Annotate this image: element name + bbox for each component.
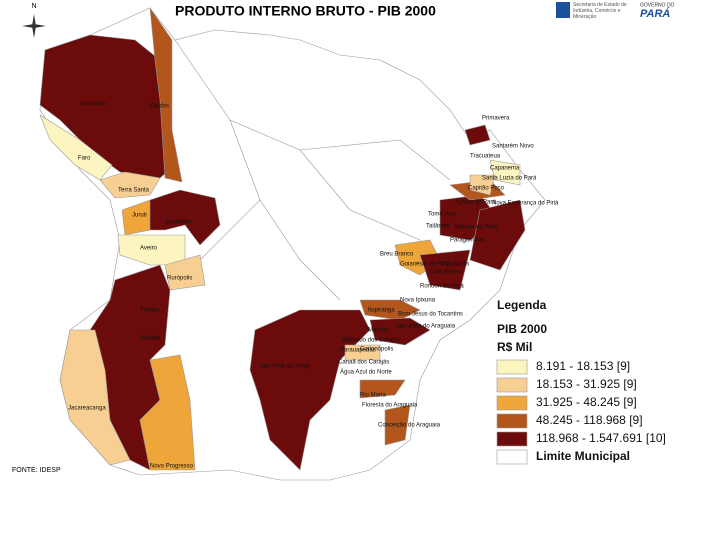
municipality-label: Aveiro bbox=[140, 246, 158, 252]
source: FONTE: IDESP bbox=[12, 467, 61, 474]
legend-label: 118.968 - 1.547.691 [10] bbox=[536, 431, 666, 445]
logo-brand-top: GOVERNO DO bbox=[640, 2, 675, 8]
legend-swatch bbox=[496, 359, 528, 375]
municipality-label: Nova Esperança do Piriá bbox=[492, 201, 559, 207]
municipality-label: Rio Maria bbox=[360, 393, 386, 399]
legend-swatch bbox=[496, 413, 528, 429]
legend-swatch bbox=[496, 449, 528, 465]
legend-label: 31.925 - 48.245 [9] bbox=[536, 395, 637, 409]
municipality-label: Ulianópolis bbox=[440, 262, 469, 268]
municipality-label: Nova Ipixuna bbox=[400, 298, 436, 304]
municipality-label: Santa Luzia do Pará bbox=[482, 176, 537, 182]
municipality-label: Juruti bbox=[132, 213, 147, 219]
legend-swatch bbox=[496, 377, 528, 393]
legend-label: 48.245 - 118.968 [9] bbox=[536, 413, 643, 427]
municipality-label: Santarém bbox=[165, 220, 191, 226]
municipality-label: Ipixuna do Pará bbox=[455, 225, 498, 231]
municipality-label: Eldorado dos Carajás bbox=[342, 338, 400, 344]
municipality-label: Faro bbox=[78, 156, 91, 162]
municipality-label: Breu Branco bbox=[380, 252, 414, 258]
municipality-label: Curionópolis bbox=[360, 347, 393, 353]
legend-label: Limite Municipal bbox=[536, 449, 630, 463]
map-title: PRODUTO INTERNO BRUTO - PIB 2000 bbox=[175, 3, 436, 19]
map bbox=[39, 6, 546, 481]
municipality-label: Água Azul do Norte bbox=[340, 369, 392, 376]
municipality-label: Rurópolis bbox=[167, 276, 192, 282]
logo-brand: PARÁ bbox=[640, 7, 670, 20]
municipality-label: Marabá bbox=[368, 328, 389, 334]
legend-swatch bbox=[496, 395, 528, 411]
compass: N bbox=[22, 3, 46, 38]
municipality-label: Paragominas bbox=[450, 238, 485, 244]
map-labels: Oriximiná Óbidos Faro Terra Santa Juruti Sant… bbox=[68, 102, 559, 470]
municipality-label: Dom Eliseu bbox=[430, 270, 461, 276]
legend: Legenda PIB 2000 R$ Mil 8.191 - 18.153 [… bbox=[496, 298, 666, 465]
legend-swatch bbox=[496, 431, 528, 447]
municipality-label: Capanema bbox=[490, 166, 520, 172]
municipality-label: Canaã dos Carajás bbox=[338, 360, 389, 366]
municipality-label: São João do Araguaia bbox=[396, 324, 456, 330]
municipality-label: Aurora do Pará bbox=[455, 200, 496, 206]
municipality-label: Itaituba bbox=[140, 336, 160, 342]
municipality-label: Primavera bbox=[482, 116, 510, 122]
municipality-label: Capitão Poço bbox=[468, 186, 505, 192]
municipality-label: Trairão bbox=[140, 308, 159, 314]
municipality-label: Floresta do Araguaia bbox=[362, 403, 418, 409]
municipality-label: Tomé-Açu bbox=[428, 212, 455, 218]
municipality-label: Terra Santa bbox=[118, 188, 150, 194]
logo-text: Secretaria de Estado de Indústria, Comér… bbox=[573, 2, 627, 20]
logo: Secretaria de Estado de Indústria, Comér… bbox=[556, 2, 675, 20]
municipality-label: Óbidos bbox=[150, 103, 169, 110]
municipality-label: Jacareacanga bbox=[68, 406, 106, 412]
municipality-label: Santarém Novo bbox=[492, 144, 534, 150]
legend-label: 8.191 - 18.153 [9] bbox=[536, 359, 630, 373]
municipality-label: Parauapebas bbox=[340, 348, 376, 354]
municipality-label: São Félix do Xingu bbox=[260, 364, 310, 370]
municipality-label: Tailândia bbox=[426, 224, 450, 230]
municipality-label: Bom Jesus do Tocantins bbox=[398, 312, 463, 318]
legend-title: Legenda bbox=[497, 298, 547, 312]
legend-unit: R$ Mil bbox=[497, 340, 532, 354]
municipality-label: Rondon do Pará bbox=[420, 284, 464, 290]
legend-subtitle: PIB 2000 bbox=[497, 322, 547, 336]
municipality-label: Itupiranga bbox=[368, 308, 395, 314]
municipality-label: Tracuateua bbox=[470, 154, 501, 160]
municipality-label: Goianésia do Pará bbox=[400, 262, 450, 268]
municipality-label: Novo Progresso bbox=[150, 464, 194, 470]
municipality-label: Oriximiná bbox=[80, 102, 106, 108]
compass-label: N bbox=[31, 3, 36, 10]
legend-label: 18.153 - 31.925 [9] bbox=[536, 377, 637, 391]
municipality-label: Conceição do Araguaia bbox=[378, 423, 441, 429]
